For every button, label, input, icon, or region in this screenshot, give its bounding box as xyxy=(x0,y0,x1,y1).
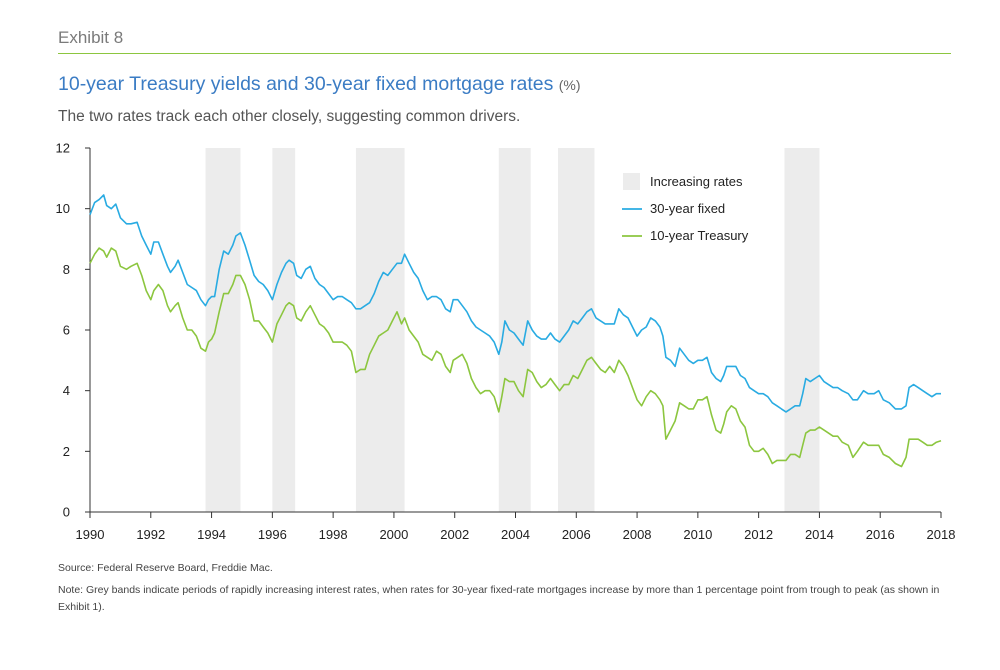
legend-swatch-increasing-rates xyxy=(623,173,640,190)
increasing-rates-band xyxy=(272,148,296,512)
source-note: Source: Federal Reserve Board, Freddie M… xyxy=(58,562,273,574)
increasing-rates-band xyxy=(558,148,595,512)
legend-label-increasing-rates: Increasing rates xyxy=(650,174,743,189)
header-divider xyxy=(58,53,951,54)
x-tick-label: 1996 xyxy=(258,527,287,542)
x-tick-label: 2002 xyxy=(440,527,469,542)
x-tick-label: 2010 xyxy=(683,527,712,542)
legend: Increasing rates 30-year fixed 10-year Tre… xyxy=(622,173,749,243)
y-tick-label: 2 xyxy=(63,444,70,459)
chart-title-unit: (%) xyxy=(558,77,581,93)
x-tick-label: 1998 xyxy=(319,527,348,542)
y-tick-label: 0 xyxy=(63,505,70,520)
y-tick-label: 6 xyxy=(63,323,70,338)
chart-title-text: 10-year Treasury yields and 30-year fixe… xyxy=(58,73,554,95)
axes-layer: 0 2 4 6 8 10 12 1990 1992 1994 1996 1998 2000 2002 200… xyxy=(56,141,956,543)
chart-subtitle: The two rates track each other closely, … xyxy=(58,108,521,125)
lines-layer xyxy=(89,194,942,468)
exhibit-label: Exhibit 8 xyxy=(58,28,124,47)
legend-label-30-year-fixed: 30-year fixed xyxy=(650,201,725,216)
increasing-rates-band xyxy=(205,148,241,512)
y-tick-label: 4 xyxy=(63,383,70,398)
x-tick-label: 1990 xyxy=(76,527,105,542)
x-tick-label: 2016 xyxy=(866,527,895,542)
legend-label-10-year-treasury: 10-year Treasury xyxy=(650,228,749,243)
x-tick-label: 2012 xyxy=(744,527,773,542)
x-tick-label: 1994 xyxy=(197,527,226,542)
x-tick-label: 2006 xyxy=(562,527,591,542)
x-tick-label: 1992 xyxy=(136,527,165,542)
chart-title: 10-year Treasury yields and 30-year fixe… xyxy=(58,73,581,96)
line-chart: 0 2 4 6 8 10 12 1990 1992 1994 1996 1998 2000 2002 200… xyxy=(56,141,956,543)
x-tick-label: 2004 xyxy=(501,527,530,542)
x-tick-label: 2000 xyxy=(379,527,408,542)
series-line-30-year-fixed xyxy=(89,194,941,413)
increasing-rates-band xyxy=(355,148,405,512)
bands-layer xyxy=(205,148,820,512)
y-tick-label: 10 xyxy=(56,201,70,216)
x-tick-label: 2014 xyxy=(805,527,834,542)
y-tick-label: 8 xyxy=(63,262,70,277)
x-tick-label: 2018 xyxy=(927,527,956,542)
increasing-rates-band xyxy=(784,148,820,512)
series-line-10-year-treasury xyxy=(89,247,942,468)
x-tick-label: 2008 xyxy=(623,527,652,542)
footnote: Note: Grey bands indicate periods of rap… xyxy=(58,584,940,613)
y-tick-label: 12 xyxy=(56,141,70,156)
